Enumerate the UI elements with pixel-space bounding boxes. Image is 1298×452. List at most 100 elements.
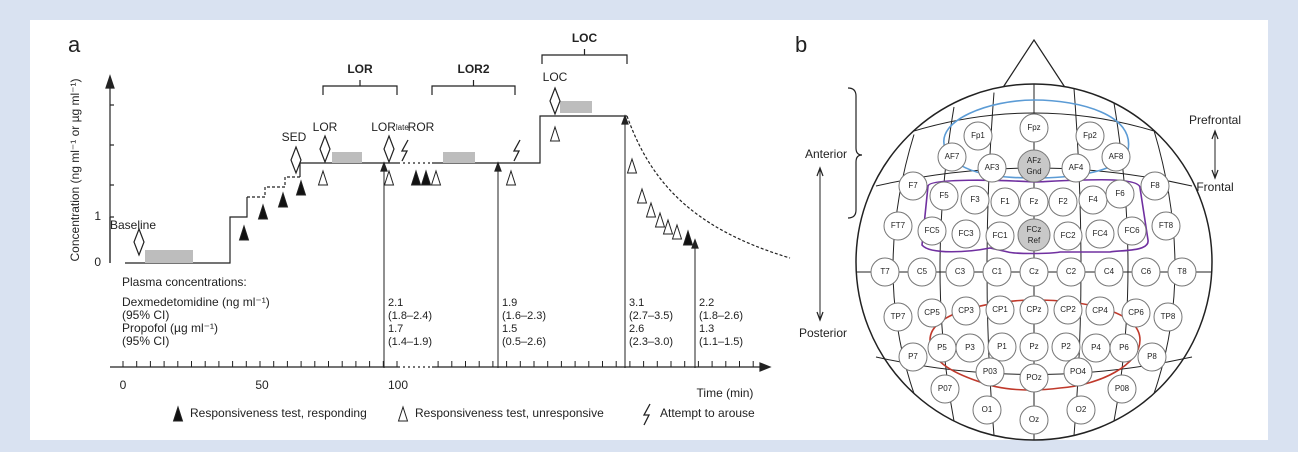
- label: Attempt to arouse: [660, 406, 755, 420]
- label: Posterior: [799, 326, 847, 340]
- label: (1.4–1.9): [388, 336, 432, 348]
- label: (1.8–2.6): [699, 310, 743, 322]
- electrode-circle: [951, 296, 981, 326]
- label: Anterior: [805, 147, 847, 161]
- electrode-circle: [929, 181, 959, 211]
- electrode: FC1: [985, 221, 1015, 251]
- electrode: AFz Gnd: [1017, 149, 1051, 183]
- electrode-label: AFz: [1027, 156, 1041, 165]
- electrode-label: C5: [917, 267, 928, 276]
- electrode-circle: [1053, 221, 1083, 251]
- electrode-label: F5: [939, 191, 949, 200]
- shape: [626, 115, 791, 259]
- electrode: Fp2: [1075, 121, 1105, 151]
- shape: [759, 362, 772, 372]
- electrode-label: F3: [970, 195, 980, 204]
- label: 2.2: [699, 297, 714, 309]
- shape: [383, 169, 395, 186]
- shape: [549, 86, 561, 116]
- electrode-label: Fpz: [1027, 123, 1040, 132]
- shape: [295, 179, 307, 196]
- electrode: P5: [927, 333, 957, 363]
- electrode: Cz: [1019, 257, 1049, 287]
- electrode: POz: [1019, 363, 1049, 393]
- electrode-label: P08: [1115, 384, 1130, 393]
- label: 0: [120, 378, 127, 392]
- electrode: P08: [1107, 374, 1137, 404]
- electrode-circle: [985, 295, 1015, 325]
- electrode: FC5: [917, 216, 947, 246]
- electrode-label: CP6: [1128, 308, 1144, 317]
- electrode: Oz: [1019, 405, 1049, 435]
- electrode-label: AF4: [1069, 163, 1084, 172]
- label: (1.1–1.5): [699, 336, 743, 348]
- electrode-label: F4: [1088, 195, 1098, 204]
- electrode: F8: [1140, 171, 1170, 201]
- electrode: P7: [898, 342, 928, 372]
- electrode: CP3: [951, 296, 981, 326]
- electrode-label: AF8: [1109, 152, 1124, 161]
- electrode-circle: [960, 185, 990, 215]
- shape: [662, 218, 674, 235]
- label: (1.8–2.4): [388, 310, 432, 322]
- electrode-label: C4: [1104, 267, 1115, 276]
- electrode: P03: [975, 357, 1005, 387]
- electrode: AF3: [977, 153, 1007, 183]
- electrode-label: AF3: [985, 163, 1000, 172]
- label: a: [68, 32, 81, 57]
- electrode: CPz: [1019, 295, 1049, 325]
- electrode-circle: [883, 302, 913, 332]
- electrode: P2: [1051, 332, 1081, 362]
- shape: [999, 38, 1069, 93]
- electrode-label: T7: [880, 267, 890, 276]
- shape: [512, 139, 521, 162]
- shape: [654, 211, 666, 228]
- shape: [383, 134, 395, 164]
- electrode: C3: [945, 257, 975, 287]
- label: 0: [94, 255, 101, 269]
- electrode-circle: [1019, 113, 1049, 143]
- shape: [494, 161, 502, 172]
- electrode-circle: [1063, 357, 1093, 387]
- electrode-label: FC4: [1092, 229, 1108, 238]
- label: Prefrontal: [1189, 113, 1241, 127]
- electrode-label: P6: [1119, 343, 1129, 352]
- electrode: FT8: [1151, 211, 1181, 241]
- shape: [410, 169, 422, 186]
- electrode-circle: [955, 333, 985, 363]
- electrode-circle: [1051, 332, 1081, 362]
- electrode-sub: Ref: [1028, 236, 1041, 245]
- electrode-circle: [1094, 257, 1124, 287]
- electrode-circle: [907, 257, 937, 287]
- label: Propofol (µg ml⁻¹): [122, 321, 218, 335]
- electrode-circle: [1056, 257, 1086, 287]
- shape: [247, 176, 300, 198]
- electrode-circle: [898, 342, 928, 372]
- electrode: CP1: [985, 295, 1015, 325]
- shape: [921, 178, 1149, 255]
- event-bar: [560, 101, 592, 113]
- shape: [691, 238, 699, 249]
- electrode: F2: [1048, 187, 1078, 217]
- shape: [626, 157, 638, 174]
- electrode-circle: [990, 187, 1020, 217]
- electrode: AF7: [937, 142, 967, 172]
- electrode-label: C1: [992, 267, 1003, 276]
- electrode: P07: [930, 374, 960, 404]
- electrode: C6: [1131, 257, 1161, 287]
- electrode-label: CP1: [992, 305, 1008, 314]
- electrode-label: F6: [1115, 189, 1125, 198]
- electrode-label: C2: [1066, 267, 1077, 276]
- electrode-circle: [1167, 257, 1197, 287]
- electrode-circle: [982, 257, 1012, 287]
- label: 2.6: [629, 323, 644, 335]
- electrode-label: FC6: [1124, 226, 1140, 235]
- electrode: O2: [1066, 395, 1096, 425]
- electrode: T7: [870, 257, 900, 287]
- label: ROR: [408, 120, 435, 134]
- electrode-label: T8: [1177, 267, 1187, 276]
- electrode: AF8: [1101, 142, 1131, 172]
- shape: [400, 139, 409, 162]
- electrode-label: P5: [937, 343, 947, 352]
- electrode-circle: [1075, 121, 1105, 151]
